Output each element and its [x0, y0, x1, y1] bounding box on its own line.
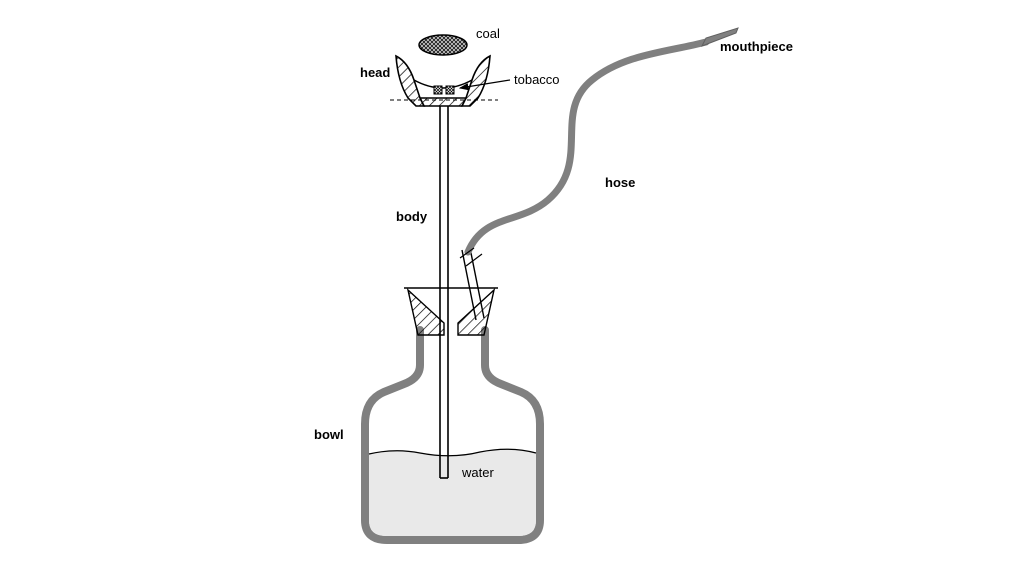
head-funnel [390, 56, 498, 106]
tobacco-squares [434, 86, 454, 94]
water-region [369, 449, 536, 536]
label-hose: hose [605, 176, 635, 189]
label-water: water [462, 466, 494, 479]
coal-shape [419, 35, 467, 55]
hose-shape [460, 42, 706, 266]
label-tobacco: tobacco [514, 73, 560, 86]
label-bowl: bowl [314, 428, 344, 441]
hookah-diagram-svg [0, 0, 1015, 566]
label-body: body [396, 210, 427, 223]
label-head: head [360, 66, 390, 79]
diagram-stage: coal mouthpiece head tobacco hose body b… [0, 0, 1015, 566]
body-tube [440, 106, 448, 478]
label-mouthpiece: mouthpiece [720, 40, 793, 53]
stopper [404, 288, 498, 335]
label-coal: coal [476, 27, 500, 40]
